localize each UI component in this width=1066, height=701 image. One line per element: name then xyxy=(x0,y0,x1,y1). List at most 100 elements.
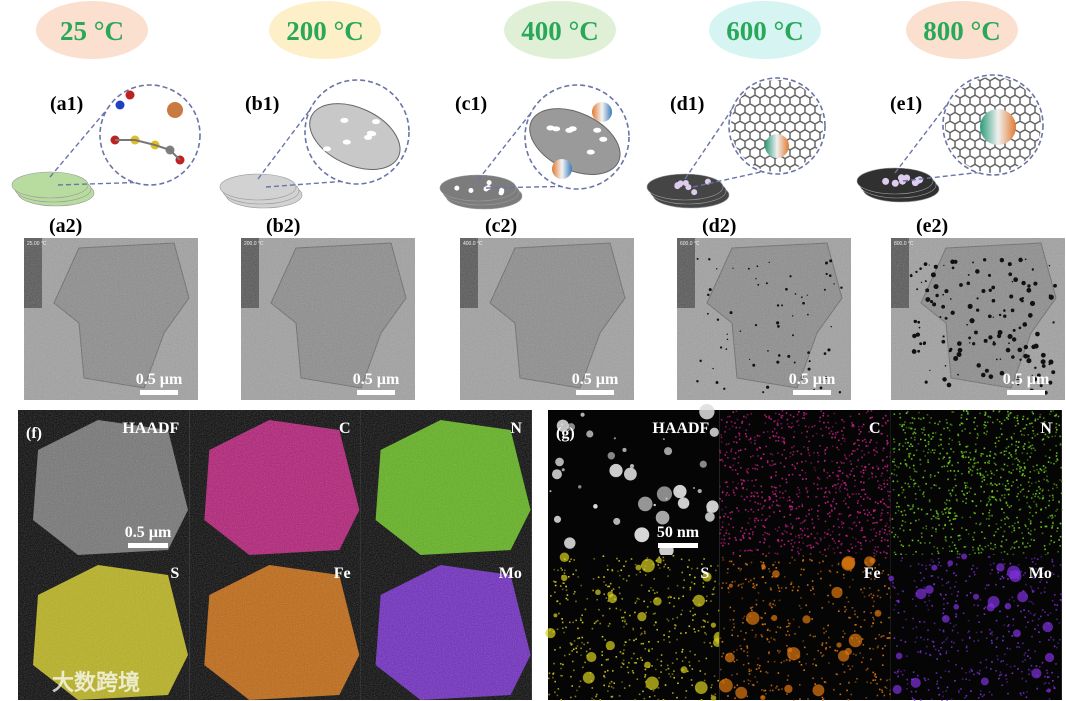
signal xyxy=(1035,493,1037,495)
signal xyxy=(966,445,968,448)
signal xyxy=(925,527,928,530)
signal xyxy=(982,476,984,479)
signal xyxy=(721,460,724,462)
signal xyxy=(1023,474,1026,477)
signal xyxy=(954,474,957,477)
signal xyxy=(775,495,778,497)
signal xyxy=(648,695,651,698)
signal xyxy=(1012,481,1014,483)
signal xyxy=(924,445,927,447)
signal xyxy=(1034,613,1037,615)
signal xyxy=(768,652,770,655)
signal xyxy=(893,536,896,538)
pore xyxy=(568,126,577,132)
signal xyxy=(872,605,875,608)
signal xyxy=(918,518,920,521)
signal xyxy=(685,632,687,634)
signal xyxy=(644,674,647,676)
signal xyxy=(694,653,696,656)
particle xyxy=(704,511,715,522)
signal xyxy=(836,673,839,676)
signal xyxy=(997,528,999,530)
signal xyxy=(875,447,877,449)
signal xyxy=(927,689,930,691)
signal xyxy=(812,435,814,437)
signal xyxy=(1010,455,1013,458)
signal xyxy=(770,588,772,591)
signal xyxy=(1027,481,1030,483)
signal xyxy=(632,628,635,631)
particle xyxy=(909,274,913,278)
signal xyxy=(789,499,791,502)
signal xyxy=(961,639,964,641)
signal xyxy=(849,473,852,476)
signal xyxy=(874,431,877,434)
cluster xyxy=(607,593,618,604)
particle xyxy=(732,267,734,269)
particle xyxy=(981,372,986,378)
signal xyxy=(912,479,915,482)
signal xyxy=(968,637,971,640)
signal xyxy=(854,442,856,445)
signal xyxy=(836,546,839,549)
signal xyxy=(965,502,967,504)
signal xyxy=(879,678,882,681)
signal xyxy=(900,559,903,562)
particle xyxy=(1048,359,1054,365)
particle xyxy=(1003,309,1006,312)
signal xyxy=(911,507,913,510)
signal xyxy=(908,544,911,547)
signal xyxy=(573,593,575,595)
signal xyxy=(596,619,599,622)
signal xyxy=(607,585,609,588)
signal xyxy=(593,558,596,560)
signal xyxy=(580,619,582,622)
signal xyxy=(803,413,806,416)
signal xyxy=(957,649,959,652)
particle xyxy=(891,179,899,187)
watermark: 大数跨境 xyxy=(52,670,140,696)
signal xyxy=(591,627,594,630)
signal xyxy=(1026,542,1029,545)
signal xyxy=(827,421,829,424)
signal xyxy=(909,508,912,511)
signal xyxy=(752,583,755,585)
signal xyxy=(958,534,961,537)
signal xyxy=(884,556,887,559)
particle xyxy=(807,367,811,371)
signal xyxy=(881,691,884,693)
signal xyxy=(989,572,992,575)
particle xyxy=(776,304,780,307)
signal xyxy=(731,581,734,583)
signal xyxy=(1031,635,1033,638)
signal xyxy=(864,438,866,441)
signal xyxy=(557,569,559,572)
signal xyxy=(581,636,584,639)
signal xyxy=(994,546,997,549)
particle xyxy=(992,316,994,318)
signal xyxy=(556,600,559,602)
particle xyxy=(699,460,707,468)
signal xyxy=(957,689,960,692)
signal xyxy=(1053,483,1056,485)
signal xyxy=(674,624,676,626)
signal xyxy=(1029,520,1032,522)
signal xyxy=(873,549,876,551)
signal xyxy=(1058,539,1060,541)
particle xyxy=(692,486,695,489)
signal xyxy=(1043,591,1046,593)
signal xyxy=(1009,666,1012,668)
signal xyxy=(1056,458,1058,460)
signal xyxy=(623,625,625,628)
signal xyxy=(645,686,648,688)
signal xyxy=(719,485,721,488)
signal xyxy=(901,514,904,517)
signal xyxy=(652,589,655,592)
signal xyxy=(1011,531,1013,533)
signal xyxy=(865,441,867,444)
signal xyxy=(906,448,909,450)
signal xyxy=(922,417,925,419)
cluster xyxy=(924,585,934,594)
signal xyxy=(765,445,767,448)
signal xyxy=(862,423,865,426)
